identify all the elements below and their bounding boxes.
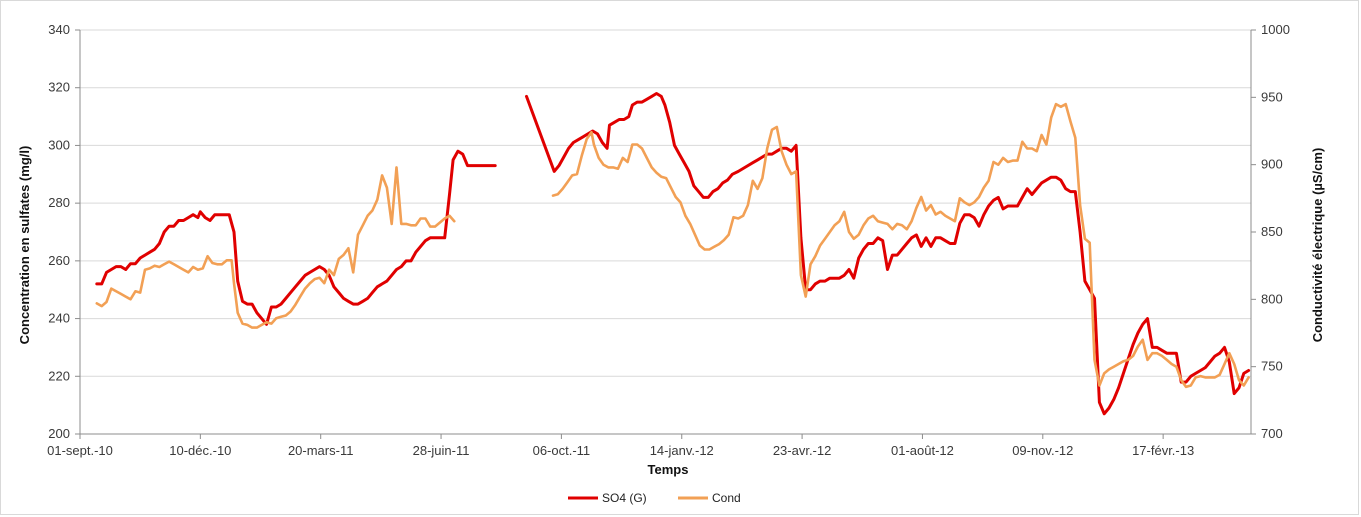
x-tick-label: 20-mars-11 (288, 443, 354, 458)
y-left-tick-label: 340 (48, 22, 70, 37)
y-left-tick-label: 280 (48, 195, 70, 210)
y-left-tick-label: 300 (48, 137, 70, 152)
series-line-cond (551, 102, 1250, 389)
axes: 200 220 240 260 280 300 320 340 700 750 800 850 900 9… (47, 22, 1290, 458)
x-tick-label: 23-avr.-12 (773, 443, 832, 458)
series-lines (95, 92, 1251, 416)
legend: SO4 (G) Cond (568, 491, 741, 505)
x-tick-label: 09-nov.-12 (1012, 443, 1073, 458)
series-line-so4-g (525, 92, 1251, 416)
series-line-so4-g (95, 149, 497, 326)
x-tick-label: 10-déc.-10 (169, 443, 231, 458)
y-right-tick-label: 800 (1261, 291, 1283, 306)
x-tick-label: 14-janv.-12 (650, 443, 714, 458)
x-tick-label: 01-août-12 (891, 443, 954, 458)
y-right-tick-label: 1000 (1261, 22, 1290, 37)
x-tick-label: 28-juin-11 (413, 443, 470, 458)
y-left-tick-label: 320 (48, 80, 70, 95)
x-tick-label: 01-sept.-10 (47, 443, 113, 458)
x-tick-label: 17-févr.-13 (1132, 443, 1194, 458)
legend-label-cond: Cond (712, 491, 741, 505)
y-left-tick-label: 240 (48, 311, 70, 326)
y-right-tick-label: 850 (1261, 224, 1283, 239)
series-line-cond (95, 166, 456, 329)
y-right-tick-label: 900 (1261, 157, 1283, 172)
legend-label-so4: SO4 (G) (602, 491, 647, 505)
y-right-tick-label: 950 (1261, 89, 1283, 104)
y-right-tick-label: 700 (1261, 426, 1283, 441)
y-right-tick-label: 750 (1261, 359, 1283, 374)
y-left-tick-label: 220 (48, 368, 70, 383)
x-tick-label: 06-oct.-11 (533, 443, 591, 458)
x-axis-title: Temps (648, 462, 689, 477)
y-left-tick-label: 260 (48, 253, 70, 268)
y-left-tick-label: 200 (48, 426, 70, 441)
y-axis-title-right: Conductivité électrique (µS/cm) (1310, 148, 1325, 343)
y-axis-title-left: Concentration en sulfates (mg/l) (17, 146, 32, 345)
